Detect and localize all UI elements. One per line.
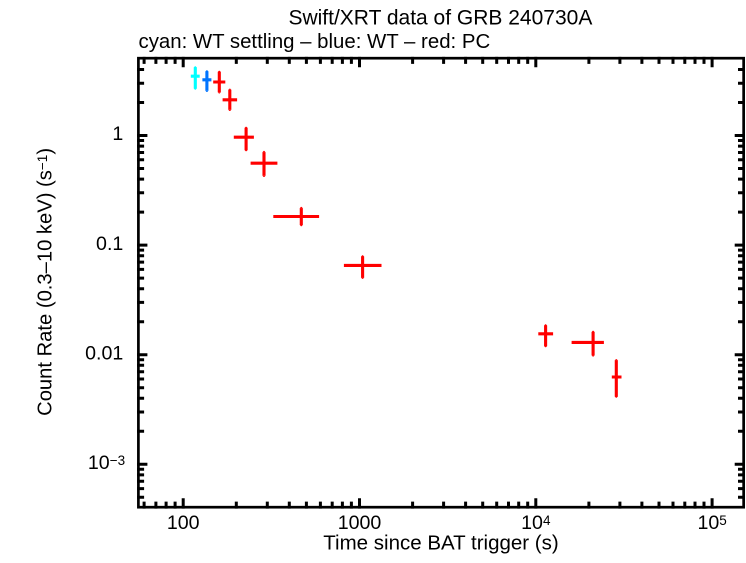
svg-text:1000: 1000 [338, 512, 382, 534]
svg-text:0.1: 0.1 [96, 233, 123, 255]
svg-text:Time since BAT trigger (s): Time since BAT trigger (s) [323, 531, 558, 554]
svg-text:1: 1 [112, 123, 123, 145]
svg-text:100: 100 [167, 512, 200, 534]
svg-text:Count Rate (0.3–10 keV) (s−1): Count Rate (0.3–10 keV) (s−1) [35, 148, 57, 416]
svg-text:Swift/XRT data of GRB 240730A: Swift/XRT data of GRB 240730A [288, 7, 592, 30]
svg-text:cyan: WT settling – blue: WT –: cyan: WT settling – blue: WT – red: PC [139, 31, 491, 53]
svg-text:0.01: 0.01 [85, 342, 123, 364]
